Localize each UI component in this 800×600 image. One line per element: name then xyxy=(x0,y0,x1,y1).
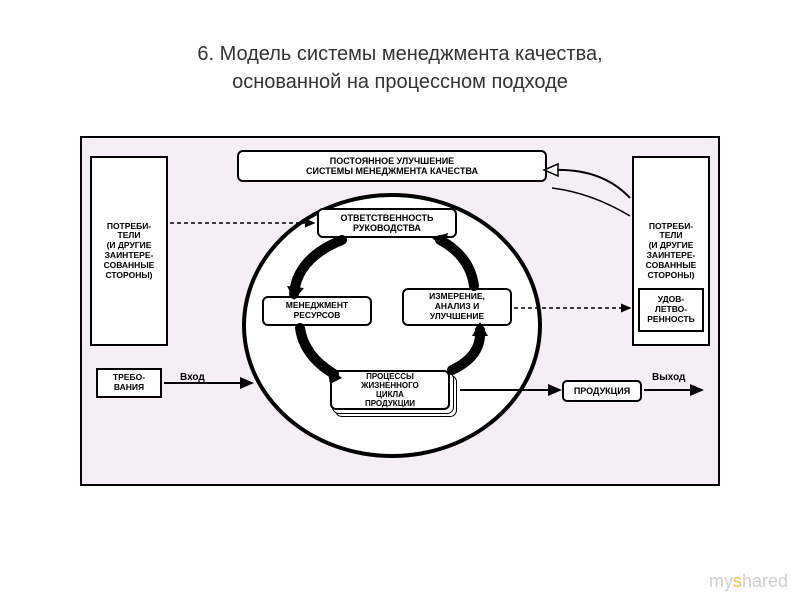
title-line1: 6. Модель системы менеджмента качества, xyxy=(0,40,800,68)
lifecycle-box: ПРОЦЕССЫЖИЗНЕННОГОЦИКЛАПРОДУКЦИИ xyxy=(330,370,450,410)
watermark: myshared xyxy=(709,571,788,592)
page-title: 6. Модель системы менеджмента качества, … xyxy=(0,0,800,96)
measurement-box: ИЗМЕРЕНИЕ,АНАЛИЗ ИУЛУЧШЕНИЕ xyxy=(402,288,512,326)
responsibility-box: ОТВЕТСТВЕННОСТЬРУКОВОДСТВА xyxy=(317,208,457,238)
consumers-left-box: ПОТРЕБИ-ТЕЛИ(И ДРУГИЕЗАИНТЕРЕ-СОВАННЫЕСТ… xyxy=(90,156,168,346)
requirements-box: Требо-вания xyxy=(96,368,162,398)
improvement-banner: ПОСТОЯННОЕ УЛУЧШЕНИЕСИСТЕМЫ МЕНЕДЖМЕНТА … xyxy=(237,150,547,182)
title-line2: основанной на процессном подходе xyxy=(0,68,800,96)
input-label: Вход xyxy=(180,372,205,383)
satisfaction-box: Удов-летво-ренность xyxy=(638,288,704,332)
resource-mgmt-box: МЕНЕДЖМЕНТРЕСУРСОВ xyxy=(262,296,372,326)
watermark-text: myshared xyxy=(709,571,788,591)
product-box: Продукция xyxy=(562,380,642,402)
diagram-container: ПОТРЕБИ-ТЕЛИ(И ДРУГИЕЗАИНТЕРЕ-СОВАННЫЕСТ… xyxy=(80,136,720,486)
output-label: Выход xyxy=(652,372,685,383)
